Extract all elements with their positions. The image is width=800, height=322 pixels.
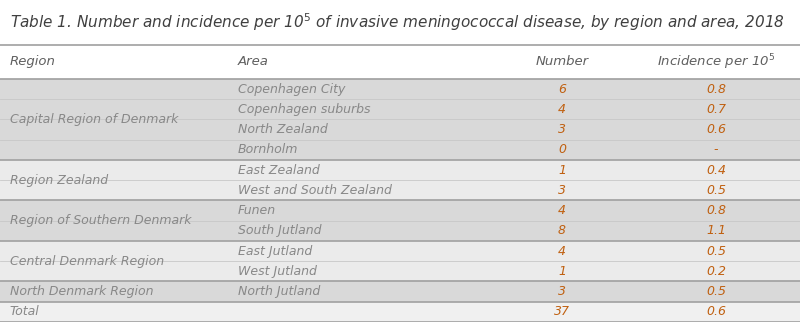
- Text: 1: 1: [558, 164, 566, 176]
- Text: Region of Southern Denmark: Region of Southern Denmark: [10, 214, 191, 227]
- Bar: [0, 0, 800, 45]
- Text: Copenhagen City: Copenhagen City: [238, 82, 345, 96]
- Text: 0: 0: [558, 143, 566, 156]
- Text: Table 1. Number and incidence per 10$^5$ of invasive meningococcal disease, by r: Table 1. Number and incidence per 10$^5$…: [10, 12, 785, 33]
- Text: Central Denmark Region: Central Denmark Region: [10, 255, 164, 268]
- Text: East Jutland: East Jutland: [238, 245, 312, 258]
- Bar: [0, 200, 800, 221]
- Text: 3: 3: [558, 285, 566, 298]
- Text: 0.8: 0.8: [706, 204, 726, 217]
- Bar: [0, 140, 800, 160]
- Text: 1: 1: [558, 265, 566, 278]
- Bar: [0, 180, 800, 200]
- Bar: [0, 241, 800, 261]
- Text: North Zealand: North Zealand: [238, 123, 327, 136]
- Bar: [0, 221, 800, 241]
- Text: Number: Number: [535, 55, 589, 69]
- Text: East Zealand: East Zealand: [238, 164, 319, 176]
- Bar: [0, 302, 800, 322]
- Bar: [0, 281, 800, 302]
- Text: North Jutland: North Jutland: [238, 285, 320, 298]
- Text: 0.6: 0.6: [706, 305, 726, 318]
- Text: Capital Region of Denmark: Capital Region of Denmark: [10, 113, 178, 126]
- Text: 4: 4: [558, 245, 566, 258]
- Text: North Denmark Region: North Denmark Region: [10, 285, 153, 298]
- Text: 0.8: 0.8: [706, 82, 726, 96]
- Text: Incidence per 10$^5$: Incidence per 10$^5$: [657, 52, 775, 72]
- Text: 1.1: 1.1: [706, 224, 726, 237]
- Text: Copenhagen suburbs: Copenhagen suburbs: [238, 103, 370, 116]
- Text: West Jutland: West Jutland: [238, 265, 317, 278]
- Text: 0.6: 0.6: [706, 123, 726, 136]
- Text: Bornholm: Bornholm: [238, 143, 298, 156]
- Text: Area: Area: [238, 55, 269, 69]
- Text: 0.7: 0.7: [706, 103, 726, 116]
- Text: 4: 4: [558, 204, 566, 217]
- Bar: [0, 261, 800, 281]
- Text: South Jutland: South Jutland: [238, 224, 321, 237]
- Text: 0.4: 0.4: [706, 164, 726, 176]
- Text: 6: 6: [558, 82, 566, 96]
- Text: -: -: [714, 143, 718, 156]
- Bar: [0, 119, 800, 140]
- Text: Funen: Funen: [238, 204, 276, 217]
- Text: Region: Region: [10, 55, 55, 69]
- Bar: [0, 160, 800, 180]
- Text: 3: 3: [558, 184, 566, 197]
- Text: Total: Total: [10, 305, 39, 318]
- Text: West and South Zealand: West and South Zealand: [238, 184, 391, 197]
- Bar: [0, 79, 800, 99]
- Text: 0.5: 0.5: [706, 184, 726, 197]
- Text: Region Zealand: Region Zealand: [10, 174, 108, 187]
- Text: 3: 3: [558, 123, 566, 136]
- Text: 0.2: 0.2: [706, 265, 726, 278]
- Text: 0.5: 0.5: [706, 245, 726, 258]
- Text: 8: 8: [558, 224, 566, 237]
- Bar: [0, 45, 800, 79]
- Bar: [0, 99, 800, 119]
- Text: 0.5: 0.5: [706, 285, 726, 298]
- Text: 37: 37: [554, 305, 570, 318]
- Text: 4: 4: [558, 103, 566, 116]
